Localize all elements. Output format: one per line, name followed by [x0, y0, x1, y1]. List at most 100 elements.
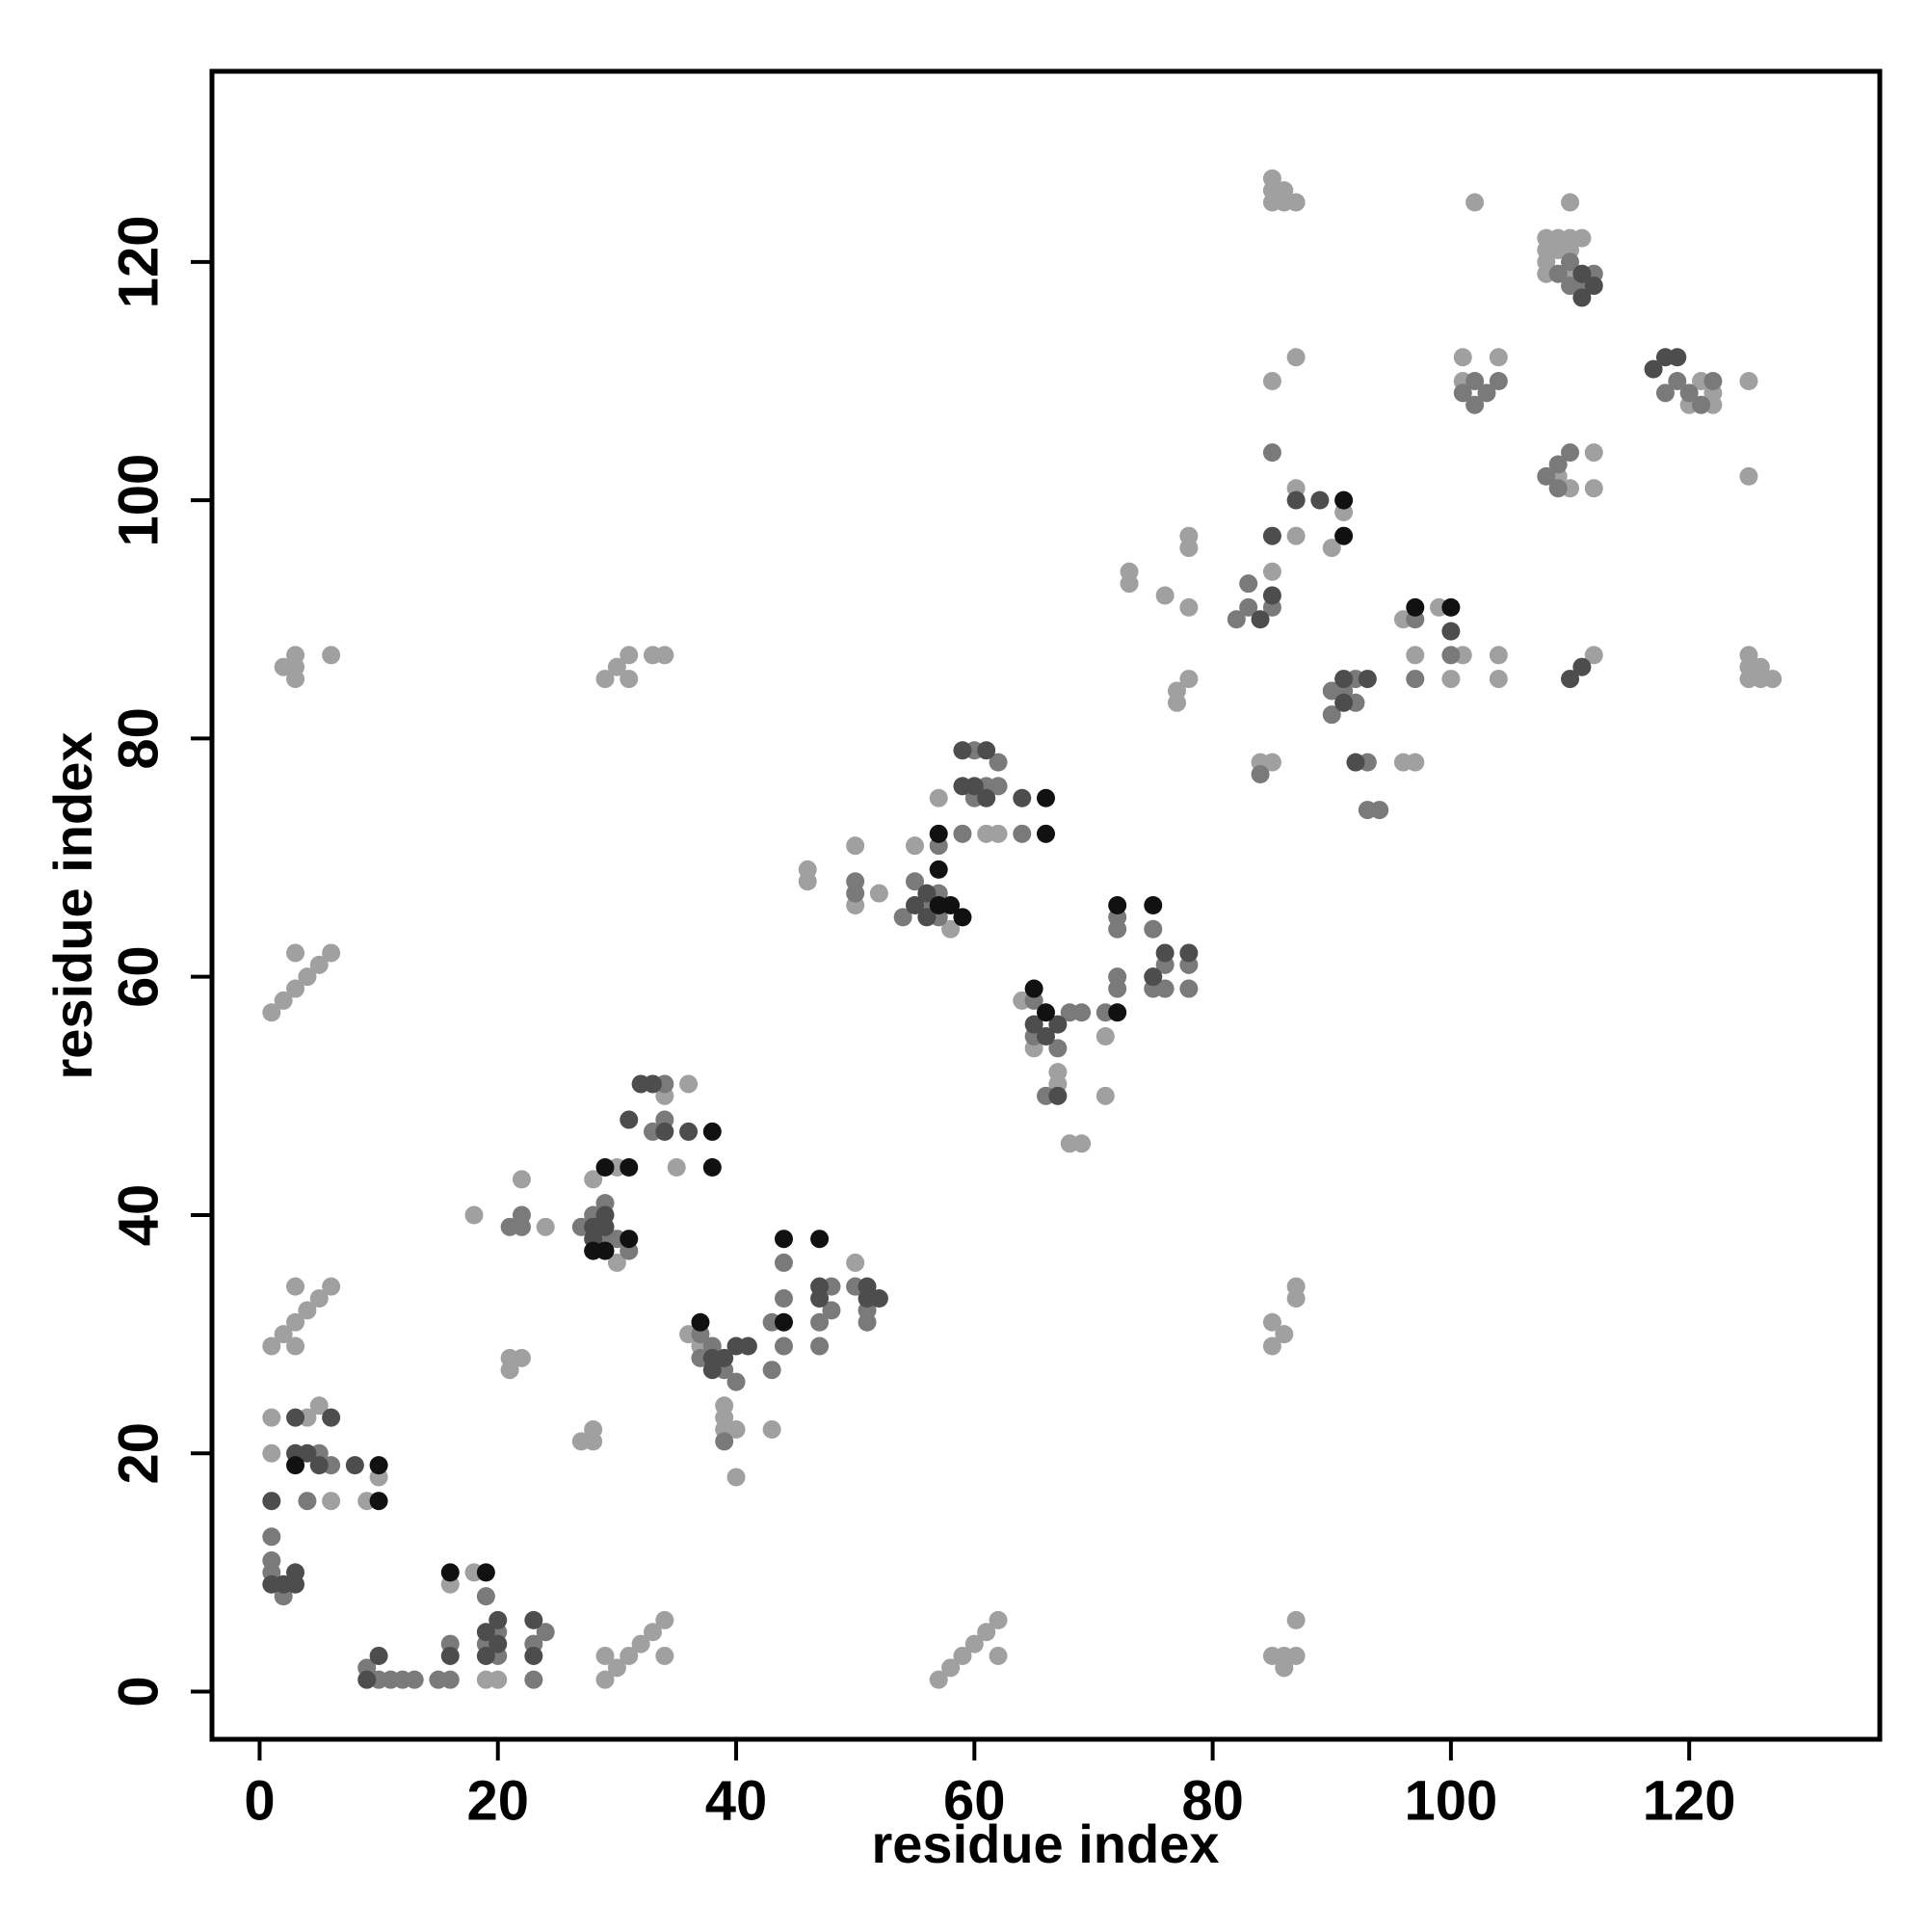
point [322, 943, 341, 963]
x-tick-label: 20 [466, 1770, 529, 1833]
point [345, 1456, 364, 1475]
point [726, 1372, 746, 1391]
point [774, 1337, 793, 1356]
point [762, 1361, 781, 1380]
point [989, 1610, 1008, 1629]
point [286, 1456, 305, 1475]
point [584, 1170, 603, 1189]
point [595, 670, 615, 689]
point [1334, 693, 1354, 712]
point [905, 872, 924, 891]
point [1572, 657, 1592, 676]
point [1334, 670, 1354, 689]
point [726, 1420, 746, 1440]
point [1251, 610, 1270, 629]
point [1286, 193, 1306, 212]
point [655, 646, 674, 665]
point [1108, 1003, 1127, 1022]
point [1275, 1325, 1294, 1344]
point [810, 1277, 830, 1296]
x-tick-label: 0 [244, 1770, 275, 1833]
point [798, 860, 817, 879]
point [774, 1253, 793, 1272]
point [440, 1563, 460, 1582]
point [595, 1205, 615, 1225]
point [286, 1337, 305, 1356]
point [1179, 597, 1199, 617]
point [1286, 526, 1306, 545]
point [322, 646, 341, 665]
point [369, 1646, 388, 1665]
point [274, 991, 293, 1010]
point [1037, 824, 1055, 843]
point [679, 1074, 699, 1094]
point [500, 1217, 519, 1236]
point [738, 1337, 757, 1356]
point [1251, 764, 1270, 783]
point [953, 1646, 972, 1665]
y-tick-label: 40 [107, 1184, 170, 1247]
point [262, 1443, 281, 1463]
point [607, 1253, 626, 1272]
point [1572, 228, 1592, 248]
point [774, 1312, 793, 1332]
point [1144, 896, 1163, 914]
x-tick-label: 60 [943, 1770, 1006, 1833]
point [512, 1205, 531, 1225]
point [1358, 670, 1377, 689]
point [1179, 943, 1199, 963]
point [953, 824, 972, 843]
point [595, 1241, 615, 1260]
point [1370, 801, 1389, 820]
point [298, 1301, 317, 1320]
point [1262, 169, 1281, 188]
point [524, 1670, 543, 1689]
point [1334, 490, 1354, 510]
y-tick-label: 20 [107, 1422, 170, 1485]
point [1286, 348, 1306, 367]
point [702, 1122, 722, 1141]
y-tick-label: 80 [107, 707, 170, 770]
point [1072, 1134, 1092, 1153]
point [309, 955, 329, 974]
point [1548, 479, 1568, 498]
point [1668, 348, 1687, 367]
point [357, 1670, 377, 1689]
point [631, 1634, 650, 1654]
point [715, 1432, 734, 1451]
point [1275, 1658, 1294, 1678]
point [298, 1443, 317, 1463]
point [941, 919, 961, 939]
point [286, 1312, 305, 1332]
point [929, 896, 948, 914]
point [1465, 193, 1485, 212]
point [1037, 1027, 1055, 1046]
point [893, 908, 912, 927]
point [1037, 1003, 1055, 1022]
point [512, 1170, 531, 1189]
point [989, 824, 1008, 843]
point [1584, 479, 1603, 498]
point [584, 1420, 603, 1440]
point [655, 1610, 674, 1629]
point [1179, 979, 1199, 998]
point [1739, 646, 1758, 665]
point [620, 670, 639, 689]
point [1286, 1646, 1306, 1665]
point [1072, 1003, 1092, 1022]
point [262, 1551, 281, 1571]
y-tick-label: 120 [107, 215, 170, 308]
y-axis-label: residue index [42, 731, 103, 1079]
point [1155, 979, 1175, 998]
point [1703, 371, 1723, 390]
point [1144, 919, 1163, 939]
point [691, 1312, 710, 1332]
point [262, 1337, 281, 1356]
point [536, 1623, 555, 1642]
point [964, 1634, 984, 1654]
point [298, 967, 317, 987]
point [917, 884, 937, 903]
point [822, 1301, 841, 1320]
point [953, 741, 972, 760]
